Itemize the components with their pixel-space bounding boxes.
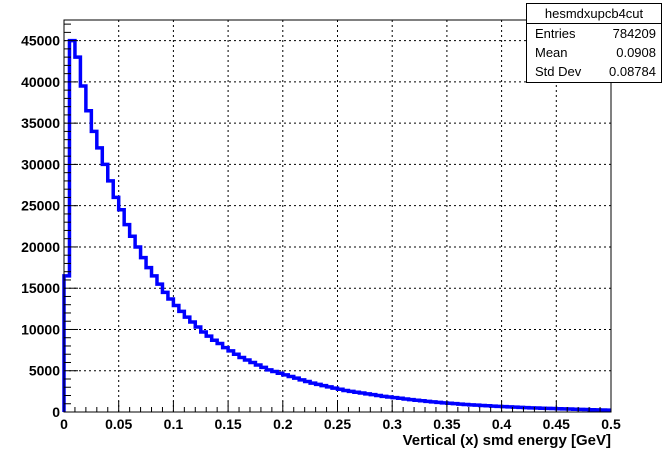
x-tick-label: 0.3 xyxy=(382,416,402,432)
y-tick-label: 40000 xyxy=(21,74,60,90)
x-tick-label: 0.35 xyxy=(433,416,460,432)
stats-label: Mean xyxy=(535,45,568,60)
stats-box: hesmdxupcb4cut Entries 784209 Mean 0.090… xyxy=(526,3,662,83)
axis-ticks xyxy=(63,23,612,413)
stats-row-mean: Mean 0.0908 xyxy=(527,43,661,62)
y-tick-label: 45000 xyxy=(21,33,60,49)
y-tick-labels: 0 5000 10000 15000 20000 25000 30000 35000 40000… xyxy=(21,33,60,420)
stats-row-entries: Entries 784209 xyxy=(527,24,661,43)
stats-row-stddev: Std Dev 0.08784 xyxy=(527,62,661,81)
grid-lines xyxy=(64,20,611,412)
x-tick-label: 0.5 xyxy=(601,416,621,432)
x-tick-label: 0.05 xyxy=(105,416,132,432)
y-tick-label: 35000 xyxy=(21,115,60,131)
stats-title: hesmdxupcb4cut xyxy=(527,4,661,24)
y-tick-label: 25000 xyxy=(21,198,60,214)
x-tick-label: 0.2 xyxy=(273,416,293,432)
stats-value: 0.0908 xyxy=(616,45,656,60)
stats-label: Entries xyxy=(535,26,576,41)
stats-label: Std Dev xyxy=(535,64,582,79)
y-tick-label: 0 xyxy=(52,404,60,420)
y-tick-label: 10000 xyxy=(21,321,60,337)
x-tick-label: 0.25 xyxy=(324,416,351,432)
stats-value: 784209 xyxy=(612,26,656,41)
x-tick-label: 0.45 xyxy=(543,416,570,432)
stats-value: 0.08784 xyxy=(609,64,656,79)
x-tick-label: 0 xyxy=(60,416,68,432)
y-tick-label: 20000 xyxy=(21,239,60,255)
y-tick-label: 5000 xyxy=(29,363,60,379)
x-tick-labels: 0 0.05 0.1 0.15 0.2 0.25 0.3 0.35 0.4 0.45 0.5 xyxy=(60,416,621,432)
histogram-line xyxy=(62,38,611,412)
y-tick-label: 15000 xyxy=(21,280,60,296)
x-tick-label: 0.1 xyxy=(164,416,184,432)
x-tick-label: 0.4 xyxy=(492,416,512,432)
y-tick-label: 30000 xyxy=(21,156,60,172)
x-axis-label: Vertical (x) smd energy [GeV] xyxy=(403,432,611,449)
x-tick-label: 0.15 xyxy=(214,416,241,432)
